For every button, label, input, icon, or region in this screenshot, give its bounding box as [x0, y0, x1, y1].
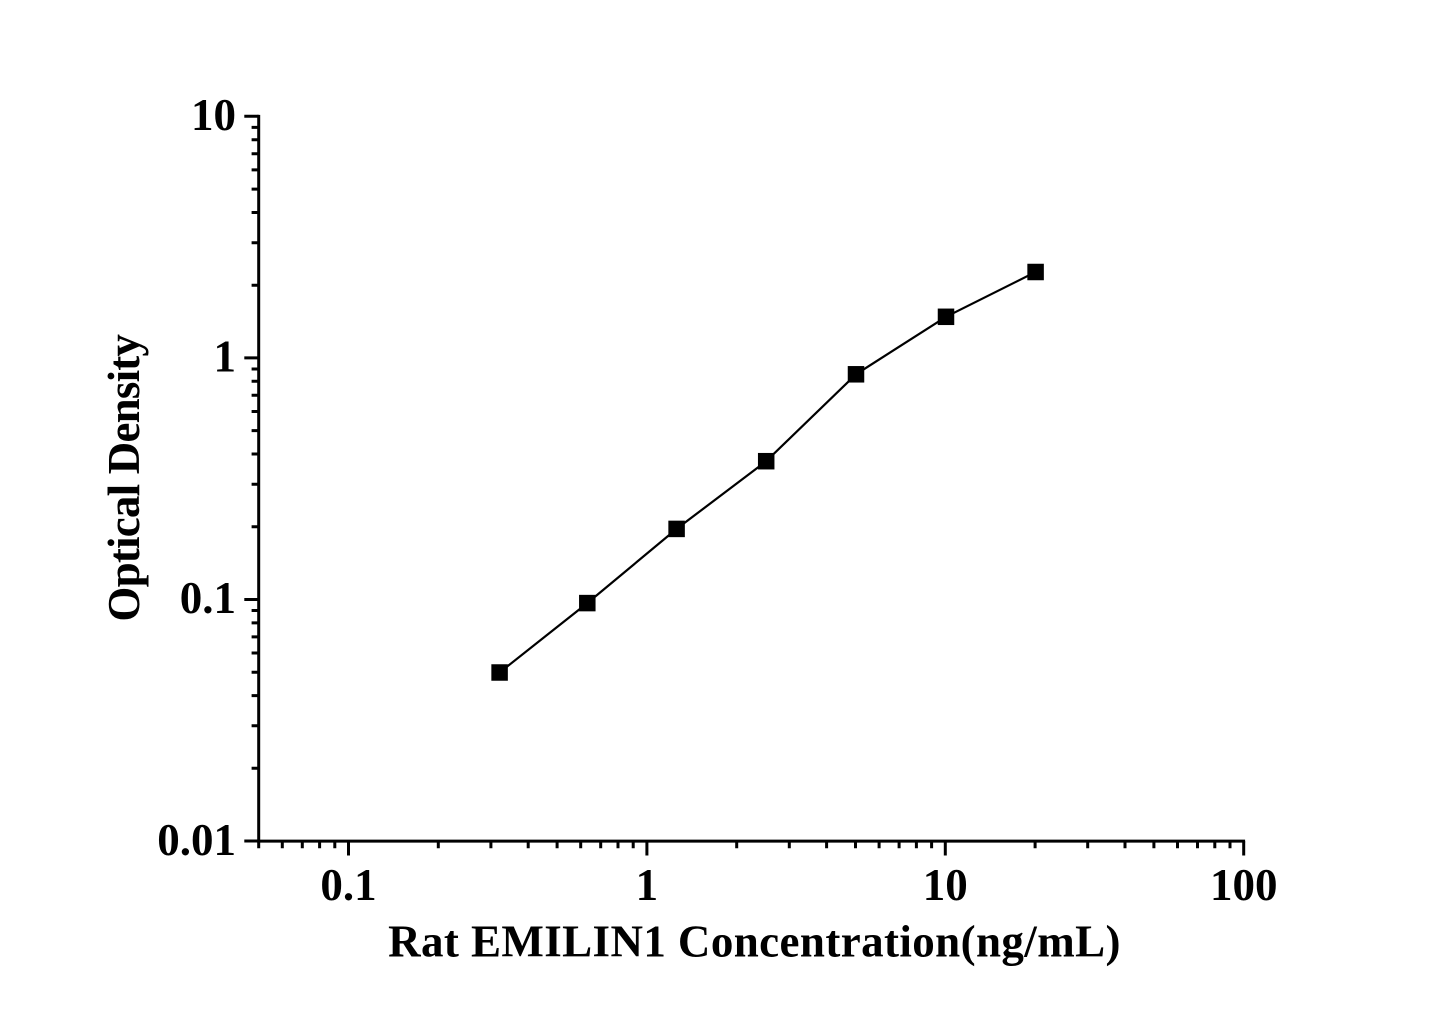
- svg-text:1: 1: [636, 860, 659, 910]
- svg-text:Rat EMILIN1 Concentration(ng/m: Rat EMILIN1 Concentration(ng/mL): [388, 917, 1121, 967]
- svg-text:Optical Density: Optical Density: [99, 334, 149, 622]
- svg-text:0.1: 0.1: [180, 573, 236, 623]
- svg-text:10: 10: [191, 90, 236, 140]
- svg-text:10: 10: [923, 860, 968, 910]
- svg-text:0.1: 0.1: [320, 860, 376, 910]
- svg-text:100: 100: [1210, 860, 1278, 910]
- svg-text:1: 1: [214, 332, 237, 382]
- svg-text:0.01: 0.01: [157, 815, 236, 865]
